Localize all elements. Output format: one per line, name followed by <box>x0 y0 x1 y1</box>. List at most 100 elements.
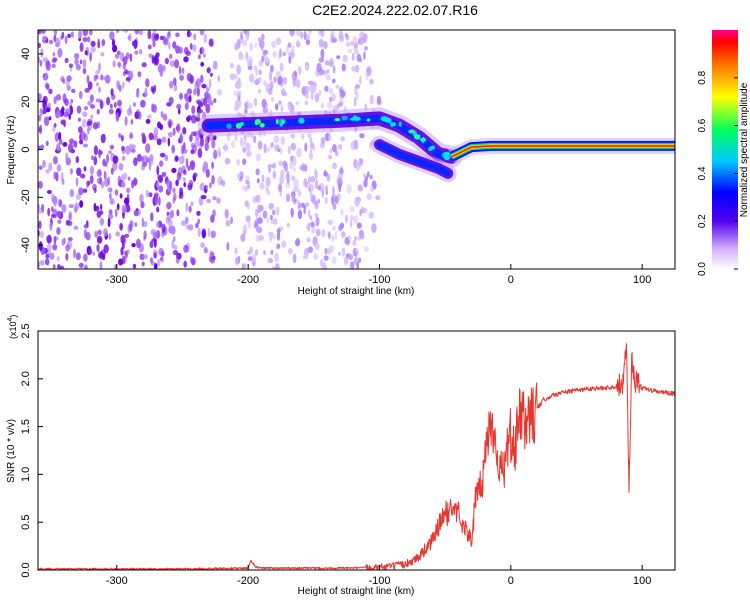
noise-mark <box>305 63 309 71</box>
noise-mark <box>112 44 118 53</box>
noise-mark <box>366 193 372 200</box>
band-highlight <box>334 118 341 122</box>
noise-mark <box>64 57 69 64</box>
noise-mark <box>242 158 247 165</box>
noise-mark <box>249 42 253 51</box>
noise-mark <box>179 134 184 144</box>
noise-mark <box>141 132 146 138</box>
noise-mark <box>69 138 74 144</box>
noise-mark <box>38 165 43 170</box>
noise-mark <box>340 136 346 142</box>
noise-mark <box>127 176 131 181</box>
noise-mark <box>87 81 93 90</box>
noise-mark <box>118 132 122 139</box>
noise-mark <box>211 161 215 169</box>
noise-mark <box>193 33 197 41</box>
noise-mark <box>332 162 338 170</box>
band-highlight <box>414 134 420 140</box>
noise-mark <box>164 57 169 65</box>
noise-mark <box>53 171 57 180</box>
noise-mark <box>158 247 164 256</box>
band-highlight <box>430 145 435 149</box>
noise-mark <box>168 42 171 50</box>
noise-mark <box>196 100 202 105</box>
noise-mark <box>129 133 133 139</box>
noise-mark <box>120 246 124 256</box>
noise-mark <box>63 111 69 118</box>
noise-mark <box>178 46 183 54</box>
noise-mark <box>148 161 152 171</box>
noise-mark <box>199 47 203 55</box>
noise-mark <box>107 217 111 228</box>
noise-mark <box>51 63 56 69</box>
noise-mark <box>183 56 189 63</box>
noise-mark <box>39 260 45 266</box>
noise-mark <box>61 171 64 182</box>
noise-mark <box>296 147 302 158</box>
noise-mark <box>337 102 343 107</box>
noise-mark <box>99 261 103 269</box>
noise-mark <box>295 237 300 247</box>
noise-mark <box>79 139 84 145</box>
noise-mark <box>233 90 238 97</box>
noise-mark <box>130 119 134 125</box>
noise-mark <box>263 80 267 86</box>
band-highlight <box>443 154 451 161</box>
noise-mark <box>190 201 194 207</box>
noise-mark <box>133 177 138 187</box>
noise-mark <box>122 63 127 70</box>
noise-mark <box>39 107 43 117</box>
noise-mark <box>321 188 324 198</box>
noise-mark <box>51 206 54 213</box>
noise-mark <box>158 185 164 193</box>
noise-mark <box>196 112 201 119</box>
noise-mark <box>355 84 360 89</box>
noise-mark <box>116 203 120 211</box>
noise-mark <box>109 103 113 109</box>
noise-mark <box>43 116 50 126</box>
noise-mark <box>121 242 125 250</box>
noise-mark <box>317 185 322 190</box>
noise-mark <box>353 215 359 225</box>
noise-mark <box>323 255 329 261</box>
noise-mark <box>279 188 283 197</box>
noise-mark <box>195 78 201 88</box>
noise-mark <box>265 177 271 187</box>
noise-mark <box>93 202 97 212</box>
spectrogram-ytick-label: 20 <box>20 96 32 108</box>
noise-mark <box>82 37 88 42</box>
noise-mark <box>236 158 240 166</box>
noise-mark <box>167 119 173 128</box>
noise-mark <box>308 209 311 218</box>
noise-mark <box>57 263 61 269</box>
noise-mark <box>177 108 181 115</box>
noise-mark <box>158 196 161 206</box>
noise-mark <box>86 180 90 188</box>
noise-mark <box>161 171 167 177</box>
noise-mark <box>62 78 66 84</box>
noise-mark <box>82 118 87 128</box>
colorbar-ticks: 0.0 0.2 0.4 0.6 0.8 <box>697 70 738 276</box>
noise-mark <box>304 93 310 99</box>
noise-mark <box>188 94 192 103</box>
band-highlight <box>255 118 261 125</box>
noise-mark <box>79 200 84 208</box>
noise-mark <box>151 135 155 140</box>
noise-mark <box>357 38 361 45</box>
noise-mark <box>179 92 183 100</box>
noise-mark <box>96 109 100 115</box>
noise-mark <box>308 30 312 34</box>
noise-mark <box>332 226 336 231</box>
noise-mark <box>155 221 160 228</box>
noise-mark <box>94 230 99 238</box>
noise-mark <box>217 146 221 156</box>
noise-mark <box>82 143 88 148</box>
noise-mark <box>142 221 148 227</box>
noise-mark <box>157 121 162 129</box>
noise-mark <box>224 209 229 219</box>
noise-mark <box>255 194 261 203</box>
noise-mark <box>147 30 152 40</box>
noise-mark <box>353 139 359 150</box>
noise-mark <box>169 180 173 191</box>
noise-mark <box>45 83 50 90</box>
